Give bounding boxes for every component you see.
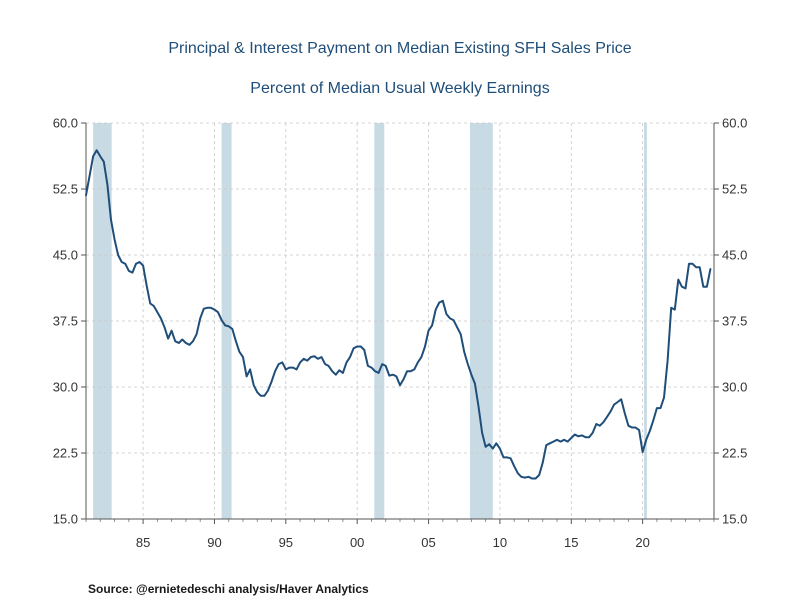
grid-lines — [86, 122, 714, 519]
y-tick-label-left: 15.0 — [53, 512, 78, 527]
x-tick-label: 90 — [207, 535, 221, 550]
axes: 15.0 15.0 22.5 22.5 30.0 30.0 37.5 37.5 45.0 45.0… — [53, 116, 748, 551]
y-tick-label-right: 30.0 — [722, 380, 747, 395]
source-note: Source: @ernietedeschi analysis/Haver An… — [88, 582, 369, 596]
chart-subtitle: Percent of Median Usual Weekly Earnings — [250, 80, 550, 97]
y-tick-label-right: 52.5 — [722, 182, 747, 197]
recession-band-0 — [93, 123, 112, 519]
x-tick-label: 15 — [564, 535, 578, 550]
y-tick-label-right: 22.5 — [722, 446, 747, 461]
y-tick-label-right: 45.0 — [722, 248, 747, 263]
recession-band-2 — [374, 123, 385, 519]
y-tick-label-left: 60.0 — [53, 116, 78, 131]
x-tick-label: 85 — [136, 535, 150, 550]
y-tick-label-left: 22.5 — [53, 446, 78, 461]
y-tick-label-left: 52.5 — [53, 182, 78, 197]
x-tick-label: 20 — [635, 535, 649, 550]
x-tick-label: 00 — [350, 535, 364, 550]
y-tick-label-left: 37.5 — [53, 314, 78, 329]
y-tick-label-right: 60.0 — [722, 116, 747, 131]
chart-title: Principal & Interest Payment on Median E… — [168, 40, 632, 57]
y-tick-label-left: 45.0 — [53, 248, 78, 263]
x-tick-label: 95 — [279, 535, 293, 550]
recession-band-3 — [469, 123, 493, 519]
y-tick-label-right: 15.0 — [722, 512, 747, 527]
series-line-0 — [85, 149, 712, 480]
x-tick-label: 05 — [421, 535, 435, 550]
y-tick-label-left: 30.0 — [53, 380, 78, 395]
x-tick-label: 10 — [493, 535, 507, 550]
y-tick-label-right: 37.5 — [722, 314, 747, 329]
series-layer — [85, 149, 712, 480]
